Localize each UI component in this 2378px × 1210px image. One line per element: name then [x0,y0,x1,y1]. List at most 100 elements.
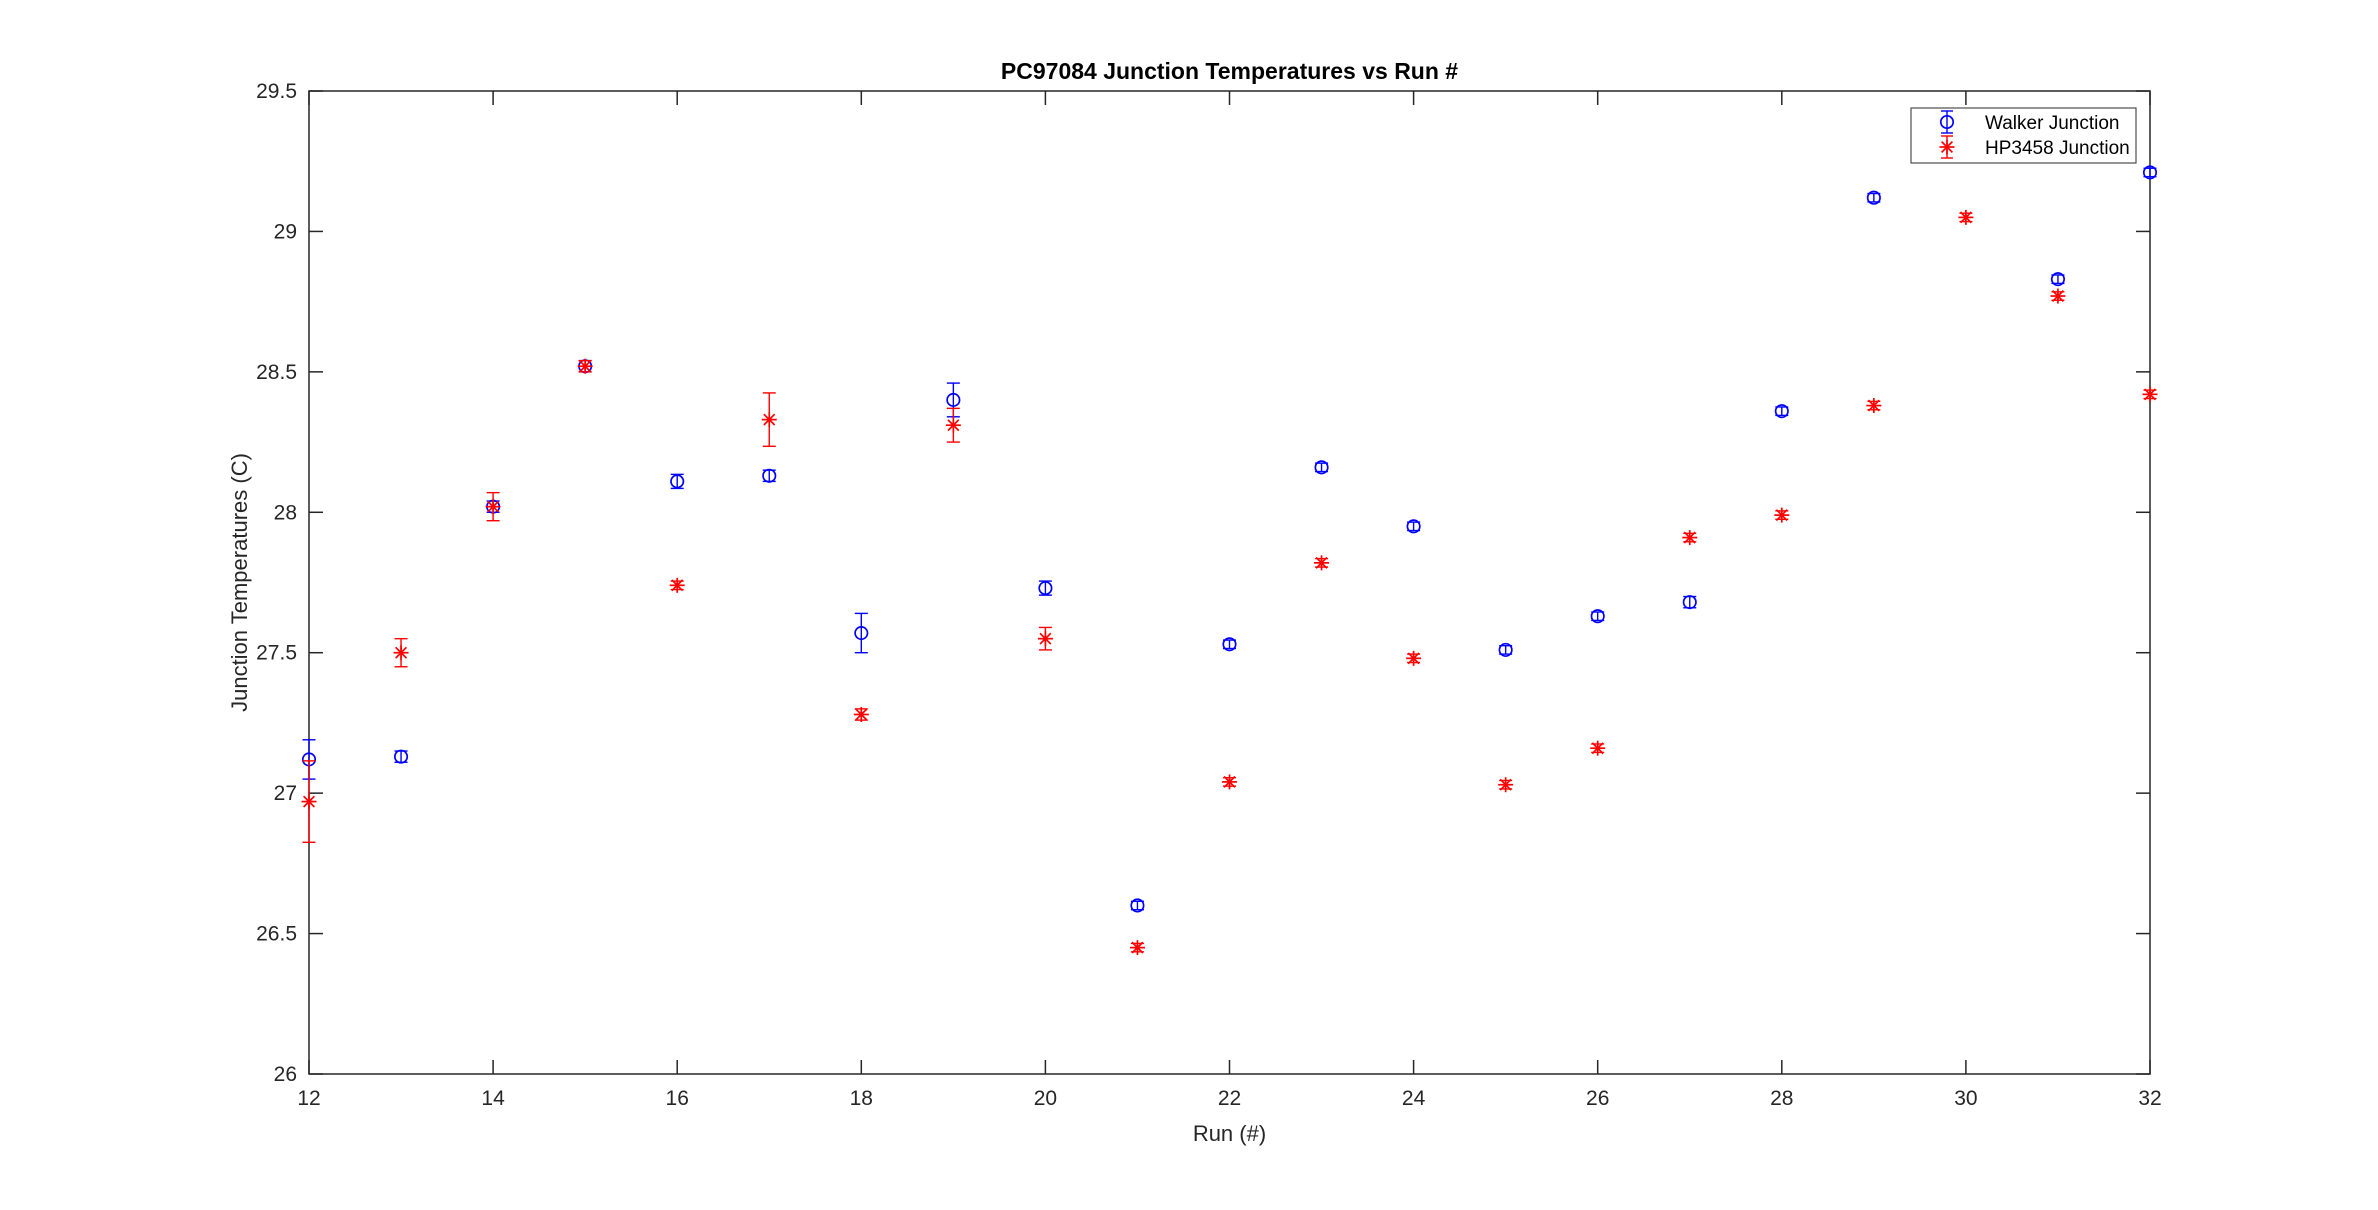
walker-marker-circle [1590,609,1605,624]
hp3458-marker-asterisk [1223,775,1236,788]
data-point [945,407,961,443]
hp3458-marker-asterisk [1775,509,1788,522]
data-point [1774,404,1789,419]
y-tick-label: 29.5 [256,80,297,103]
walker-marker-circle [2050,272,2065,287]
axes-box [308,90,2151,1075]
walker-marker-circle [2142,165,2158,180]
data-point [1866,190,1881,205]
data-point [854,612,869,654]
hp3458-marker-asterisk [1683,531,1696,544]
walker-marker-circle [762,468,777,483]
data-point [670,473,685,490]
hp3458-marker-asterisk [1867,399,1880,412]
data-point [1314,555,1330,571]
hp3458-marker-asterisk [1131,941,1144,954]
data-point [2050,272,2065,287]
x-tick-label: 20 [1034,1087,1057,1110]
hp3458-marker-asterisk [1959,211,1972,224]
x-tick-label: 12 [297,1087,320,1110]
walker-marker-circle [946,392,961,407]
y-tick-label: 27.5 [256,642,297,665]
data-point [1406,650,1422,666]
data-point [2050,288,2066,304]
data-point [2142,386,2158,402]
y-tick-label: 28.5 [256,361,297,384]
data-point [853,707,869,723]
y-tick-label: 27 [274,782,297,805]
hp3458-marker-asterisk [302,795,316,808]
x-tick-label: 18 [850,1087,873,1110]
legend-item: Walker Junction [1939,110,2119,134]
y-tick-label: 28 [274,501,297,524]
data-point [762,468,777,483]
hp3458-marker-asterisk [579,360,592,373]
walker-marker-circle [1682,595,1697,610]
series-hp3458 [301,209,2158,956]
data-point [1314,460,1329,475]
chart-title: PC97084 Junction Temperatures vs Run # [1001,58,1458,84]
data-point [1682,530,1698,546]
x-tick-label: 26 [1586,1087,1609,1110]
x-tick-label: 14 [481,1087,505,1110]
data-point [1682,595,1697,610]
walker-marker-circle [1866,190,1881,205]
walker-marker-circle [670,474,685,489]
hp3458-marker-asterisk [671,579,684,592]
walker-marker-circle [1774,404,1789,419]
hp3458-marker-asterisk [487,500,500,513]
data-point [761,392,777,447]
data-point [301,760,317,843]
data-point [1129,940,1145,956]
data-point [1222,637,1237,652]
hp3458-marker-asterisk [947,419,960,432]
hp3458-marker-asterisk [855,708,868,721]
legend-item: HP3458 Junction [1939,135,2130,159]
hp3458-marker-asterisk [1940,140,1954,154]
data-point [1866,398,1882,414]
data-point [1038,580,1053,596]
y-tick-label: 26 [274,1063,297,1086]
walker-marker-circle [1498,642,1513,657]
walker-marker-circle [1130,898,1145,913]
walker-marker-circle [1406,519,1421,534]
data-point [393,637,409,668]
data-point [1406,519,1421,534]
x-tick-label: 32 [2138,1087,2161,1110]
data-point [393,749,409,764]
y-tick-label: 29 [274,220,297,243]
data-point [1958,209,1974,225]
data-point [1222,774,1237,790]
series-walker [301,165,2158,913]
hp3458-marker-asterisk [2051,290,2064,303]
legend: Walker Junction HP3458 Junction [1910,107,2137,164]
data-point [1130,898,1145,913]
data-point [1774,507,1790,523]
x-tick-label: 22 [1218,1087,1241,1110]
x-tick-label: 24 [1402,1087,1426,1110]
data-point [2142,165,2158,180]
walker-marker-circle [1038,581,1053,596]
hp3458-marker-asterisk [763,413,776,426]
hp3458-marker-asterisk [1315,556,1328,569]
data-point [1590,609,1605,624]
plot-area: 12 14 16 18 20 22 24 26 28 30 32 26 26.5 27 27.5 28 28.5… [256,80,2162,1110]
legend-label: HP3458 Junction [1985,138,2130,159]
data-point [669,577,685,593]
x-axis-label: Run (#) [1193,1121,1266,1146]
walker-marker-circle [1314,460,1329,475]
y-axis-label: Junction Temperatures (C) [227,453,252,712]
data-point [1498,642,1513,657]
hp3458-marker-asterisk [1407,652,1420,665]
walker-marker-circle [1222,637,1237,652]
data-point [577,358,593,374]
hp3458-marker-asterisk [1039,632,1052,645]
walker-marker-circle [854,626,869,641]
x-tick-label: 28 [1770,1087,1793,1110]
hp3458-marker-asterisk [2143,388,2157,401]
x-tick-label: 30 [1954,1087,1977,1110]
data-point [1037,626,1053,651]
walker-marker-circle [1939,114,1955,130]
